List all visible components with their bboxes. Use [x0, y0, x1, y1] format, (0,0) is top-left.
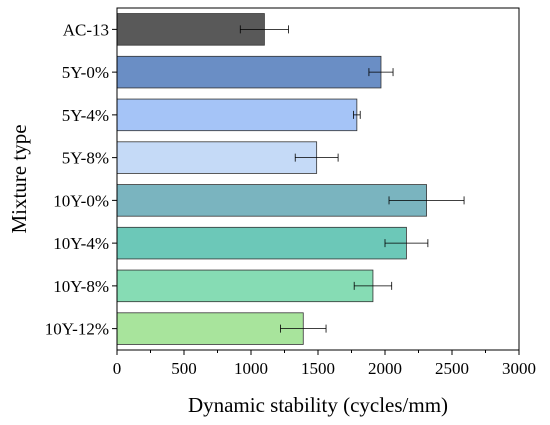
x-tick-label-1: 500 — [171, 359, 197, 378]
y-ticks-group: AC-13 5Y-0% 5Y-4% 5Y-8% 10Y-0% 10Y-4% 10Y-8% 10… — [45, 20, 117, 339]
x-tick-label-6: 3000 — [502, 359, 536, 378]
bar-5 — [116, 226, 407, 260]
bar-1 — [116, 55, 382, 89]
bar-2 — [116, 98, 358, 132]
x-ticks-group: 0 500 1000 1500 2000 2500 3000 — [113, 350, 536, 378]
x-tick-label-4: 2000 — [368, 359, 402, 378]
bar-4 — [116, 184, 427, 217]
x-tick-label-0: 0 — [113, 359, 122, 378]
x-tick-label-5: 2500 — [435, 359, 469, 378]
y-tick-label-6: 10Y-8% — [53, 277, 109, 296]
y-tick-label-0: AC-13 — [63, 20, 109, 39]
bars-group — [116, 13, 427, 345]
y-tick-label-4: 10Y-0% — [53, 191, 109, 210]
x-axis-title: Dynamic stability (cycles/mm) — [188, 393, 448, 417]
y-axis-title: Mixture type — [7, 124, 31, 233]
y-tick-label-1: 5Y-0% — [62, 63, 109, 82]
y-tick-label-7: 10Y-12% — [45, 320, 109, 339]
y-tick-label-2: 5Y-4% — [62, 106, 109, 125]
bar-7 — [116, 312, 304, 345]
bar-6 — [116, 269, 374, 303]
y-tick-label-5: 10Y-4% — [53, 234, 109, 253]
x-tick-label-2: 1000 — [234, 359, 268, 378]
x-tick-label-3: 1500 — [301, 359, 335, 378]
y-tick-label-3: 5Y-8% — [62, 149, 109, 168]
bar-0 — [116, 13, 265, 46]
error-bars-group — [239, 25, 465, 333]
bar-3 — [116, 141, 318, 174]
